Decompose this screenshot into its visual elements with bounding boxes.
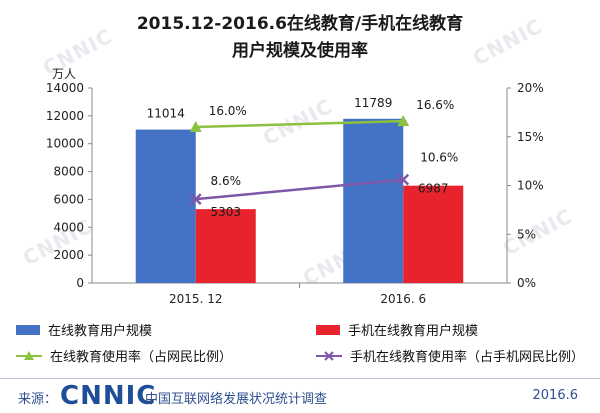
legend-item-online-rate: 在线教育使用率（占网民比例） — [16, 346, 232, 365]
right-tick-label: 20% — [517, 81, 544, 95]
bar-data-label: 11789 — [354, 96, 392, 110]
cnnic-logo: CNNIC — [60, 381, 156, 411]
legend-item-mobile-rate: 手机在线教育使用率（占手机网民比例） — [316, 346, 584, 365]
left-tick-label: 12000 — [46, 109, 84, 123]
left-tick-label: 4000 — [53, 220, 84, 234]
bar — [343, 119, 403, 283]
left-tick-label: 8000 — [53, 165, 84, 179]
legend-label: 在线教育用户规模 — [48, 320, 152, 339]
left-axis-unit: 万人 — [52, 67, 76, 81]
x-tick-label: 2015. 12 — [169, 292, 222, 306]
x-marker-icon — [316, 349, 342, 363]
legend-label: 在线教育使用率（占网民比例） — [50, 346, 232, 365]
triangle-marker-icon — [16, 349, 42, 363]
left-tick-label: 14000 — [46, 81, 84, 95]
bar-data-label: 5303 — [210, 205, 241, 219]
right-tick-label: 5% — [517, 227, 536, 241]
legend-swatch-red — [316, 325, 340, 335]
line-data-label: 10.6% — [420, 151, 458, 165]
bar-data-label: 11014 — [147, 107, 185, 121]
bar — [403, 186, 463, 283]
legend: 在线教育用户规模 手机在线教育用户规模 在线教育使用率（占网民比例） 手机在线教… — [16, 318, 586, 370]
left-tick-label: 6000 — [53, 192, 84, 206]
source-organization: 中国互联网络发展状况统计调查 — [145, 388, 327, 407]
legend-swatch-blue — [16, 325, 40, 335]
legend-item-online-users: 在线教育用户规模 — [16, 320, 152, 339]
bar — [136, 130, 196, 283]
legend-item-mobile-users: 手机在线教育用户规模 — [316, 320, 478, 339]
left-tick-label: 2000 — [53, 248, 84, 262]
footer-date: 2016.6 — [533, 388, 579, 403]
footer: 来源： CNNIC 中国互联网络发展状况统计调查 2016.6 — [0, 378, 600, 413]
legend-label: 手机在线教育使用率（占手机网民比例） — [350, 346, 584, 365]
legend-label: 手机在线教育用户规模 — [348, 320, 478, 339]
right-tick-label: 0% — [517, 276, 536, 290]
bar-data-label: 6987 — [418, 182, 449, 196]
left-tick-label: 0 — [76, 276, 84, 290]
bar — [196, 209, 256, 283]
left-tick-label: 10000 — [46, 137, 84, 151]
right-tick-label: 15% — [517, 130, 544, 144]
x-tick-label: 2016. 6 — [380, 292, 426, 306]
right-tick-label: 10% — [517, 179, 544, 193]
line-data-label: 16.0% — [209, 104, 247, 118]
line-data-label: 8.6% — [211, 174, 242, 188]
source-label: 来源： — [18, 388, 57, 407]
line-data-label: 16.6% — [416, 98, 454, 112]
